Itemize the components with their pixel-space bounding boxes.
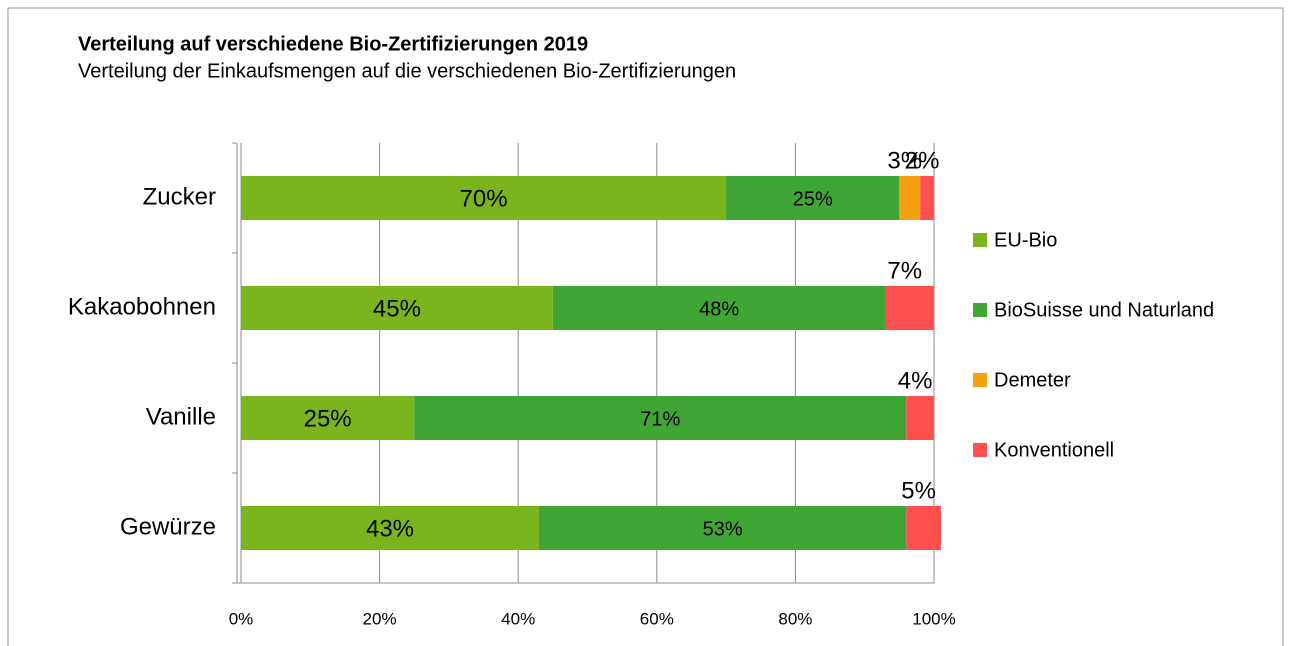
bar-segment xyxy=(241,396,415,440)
legend-swatch xyxy=(973,373,987,387)
data-label: 25% xyxy=(304,405,352,432)
bar-segment xyxy=(906,396,934,440)
frame xyxy=(7,7,1284,646)
y-tick-label: Gewürze xyxy=(120,513,216,540)
x-tick-label: 0% xyxy=(229,609,254,628)
chart-subtitle: Verteilung der Einkaufsmengen auf die ve… xyxy=(78,60,736,82)
bar-segment xyxy=(538,506,907,550)
data-label: 45% xyxy=(373,295,421,322)
x-tick-label: 20% xyxy=(363,609,397,628)
legend-swatch xyxy=(973,303,987,317)
bar-segment xyxy=(885,286,934,330)
y-tick-label: Zucker xyxy=(143,183,216,210)
data-label: 53% xyxy=(703,518,743,540)
data-label: 70% xyxy=(460,185,508,212)
legend-label: BioSuisse und Naturland xyxy=(994,299,1214,321)
legend-label: EU-Bio xyxy=(994,229,1057,251)
bar-segment xyxy=(552,286,886,330)
data-label: 4% xyxy=(898,367,933,394)
bar-segment xyxy=(241,176,727,220)
data-label: 2% xyxy=(905,147,940,174)
data-label: 7% xyxy=(887,257,922,284)
legend-label: Konventionell xyxy=(994,439,1114,461)
data-label: 71% xyxy=(640,408,680,430)
bar-segment xyxy=(920,176,934,220)
data-label: 5% xyxy=(901,477,936,504)
bar-segment xyxy=(906,506,941,550)
data-label: 43% xyxy=(366,515,414,542)
x-tick-label: 100% xyxy=(912,609,955,628)
bar-segment xyxy=(899,176,921,220)
bar-segment xyxy=(241,286,553,330)
bar-segment xyxy=(414,396,907,440)
data-label: 25% xyxy=(793,188,833,210)
bar-segment xyxy=(241,506,539,550)
x-tick-label: 80% xyxy=(778,609,812,628)
bar-segment xyxy=(726,176,900,220)
data-label: 3% xyxy=(887,147,922,174)
chart-title: Verteilung auf verschiedene Bio-Zertifiz… xyxy=(78,33,588,55)
data-label: 48% xyxy=(699,298,739,320)
y-tick-label: Vanille xyxy=(146,403,216,430)
x-tick-label: 40% xyxy=(501,609,535,628)
x-tick-label: 60% xyxy=(640,609,674,628)
legend-swatch xyxy=(973,443,987,457)
legend-swatch xyxy=(973,233,987,247)
y-tick-label: Kakaobohnen xyxy=(68,293,216,320)
legend-label: Demeter xyxy=(994,369,1071,391)
